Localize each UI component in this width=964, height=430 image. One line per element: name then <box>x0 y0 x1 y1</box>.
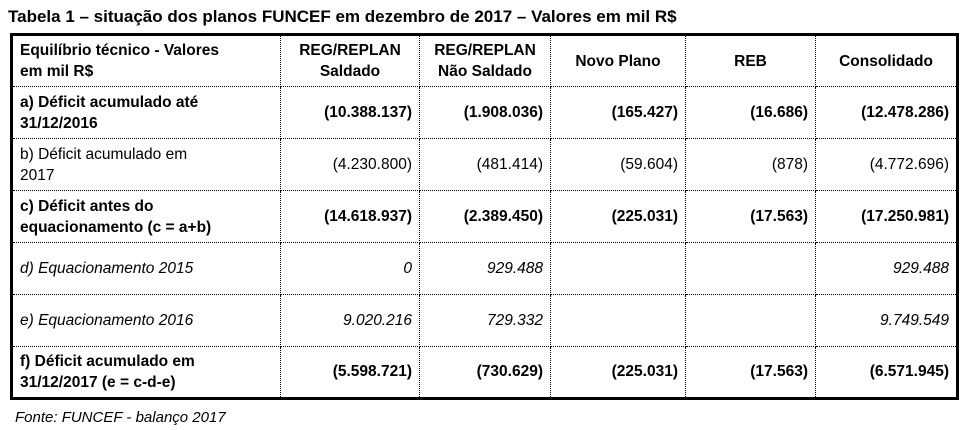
value-cell: (4.230.800) <box>280 138 420 191</box>
header-line: REG/REPLAN <box>434 42 536 59</box>
row-label-line: 2017 <box>20 166 55 184</box>
header-line: Não Saldado <box>438 63 532 80</box>
table-header: Equilíbrio técnico - Valores em mil R$ REG… <box>11 34 958 87</box>
column-header: REG/REPLAN Não Saldado <box>419 34 551 87</box>
table-row: f) Déficit acumulado em 31/12/2017 (e = c… <box>11 346 958 399</box>
header-line: Consolidado <box>839 52 933 70</box>
header-line: Equilíbrio técnico - Valores <box>20 42 219 59</box>
row-label-column-header: Equilíbrio técnico - Valores em mil R$ <box>11 34 281 87</box>
value-cell <box>550 294 686 347</box>
value-cell: 9.749.549 <box>815 294 958 347</box>
value-cell: (1.908.036) <box>419 86 551 139</box>
table-row: b) Déficit acumulado em 2017 (4.230.800) (4… <box>11 138 958 191</box>
row-label: c) Déficit antes do equacionamento (c = a… <box>11 190 281 243</box>
header-line: REG/REPLAN <box>299 42 401 59</box>
source-note: Fonte: FUNCEF - balanço 2017 <box>15 409 226 426</box>
row-label: a) Déficit acumulado até 31/12/2016 <box>11 86 281 139</box>
header-line: em mil R$ <box>20 63 94 80</box>
value-cell <box>550 242 686 295</box>
header-line: Novo Plano <box>575 52 661 70</box>
row-label-line: c) Déficit antes do <box>20 197 154 215</box>
value-cell: (225.031) <box>550 346 686 399</box>
value-cell: (17.563) <box>685 190 816 243</box>
row-label-line: 31/12/2016 <box>20 114 98 132</box>
funcef-table: Equilíbrio técnico - Valores em mil R$ REG… <box>10 33 959 400</box>
header-row: Equilíbrio técnico - Valores em mil R$ REG… <box>11 34 958 87</box>
value-cell: (14.618.937) <box>280 190 420 243</box>
row-label: e) Equacionamento 2016 <box>11 294 281 347</box>
row-label-line: d) Equacionamento 2015 <box>20 260 194 277</box>
value-cell: (2.389.450) <box>419 190 551 243</box>
value-cell: (481.414) <box>419 138 551 191</box>
value-cell <box>685 294 816 347</box>
table-row: e) Equacionamento 2016 9.020.216 729.332 9.… <box>11 294 958 347</box>
value-cell: (5.598.721) <box>280 346 420 399</box>
value-cell: (4.772.696) <box>815 138 958 191</box>
value-cell: 729.332 <box>419 294 551 347</box>
column-header: REG/REPLAN Saldado <box>280 34 420 87</box>
value-cell: (16.686) <box>685 86 816 139</box>
value-cell: (17.250.981) <box>815 190 958 243</box>
value-cell: 9.020.216 <box>280 294 420 347</box>
table-row: a) Déficit acumulado até 31/12/2016 (10.38… <box>11 86 958 139</box>
table-row: d) Equacionamento 2015 0 929.488 929.488 <box>11 242 958 295</box>
value-cell: 929.488 <box>815 242 958 295</box>
value-cell: (12.478.286) <box>815 86 958 139</box>
value-cell: (10.388.137) <box>280 86 420 139</box>
header-line: REB <box>734 52 767 70</box>
value-cell <box>685 242 816 295</box>
value-cell: (17.563) <box>685 346 816 399</box>
row-label: b) Déficit acumulado em 2017 <box>11 138 281 191</box>
row-label-line: equacionamento (c = a+b) <box>20 218 212 236</box>
value-cell: 929.488 <box>419 242 551 295</box>
value-cell: (878) <box>685 138 816 191</box>
value-cell: (225.031) <box>550 190 686 243</box>
value-cell: (6.571.945) <box>815 346 958 399</box>
row-label-line: a) Déficit acumulado até <box>20 93 199 111</box>
column-header: Consolidado <box>815 34 958 87</box>
column-header: REB <box>685 34 816 87</box>
row-label-line: 31/12/2017 (e = c-d-e) <box>20 374 176 391</box>
table-body: a) Déficit acumulado até 31/12/2016 (10.38… <box>11 86 958 399</box>
row-label: d) Equacionamento 2015 <box>11 242 281 295</box>
header-line: Saldado <box>319 63 381 80</box>
row-label-line: e) Equacionamento 2016 <box>20 312 194 329</box>
row-label-line: b) Déficit acumulado em <box>20 145 188 163</box>
value-cell: (59.604) <box>550 138 686 191</box>
value-cell: (165.427) <box>550 86 686 139</box>
column-header: Novo Plano <box>550 34 686 87</box>
table-title: Tabela 1 – situação dos planos FUNCEF em… <box>8 7 677 26</box>
table-row: c) Déficit antes do equacionamento (c = a… <box>11 190 958 243</box>
row-label-line: f) Déficit acumulado em <box>20 353 195 370</box>
value-cell: 0 <box>280 242 420 295</box>
value-cell: (730.629) <box>419 346 551 399</box>
row-label: f) Déficit acumulado em 31/12/2017 (e = c… <box>11 346 281 399</box>
